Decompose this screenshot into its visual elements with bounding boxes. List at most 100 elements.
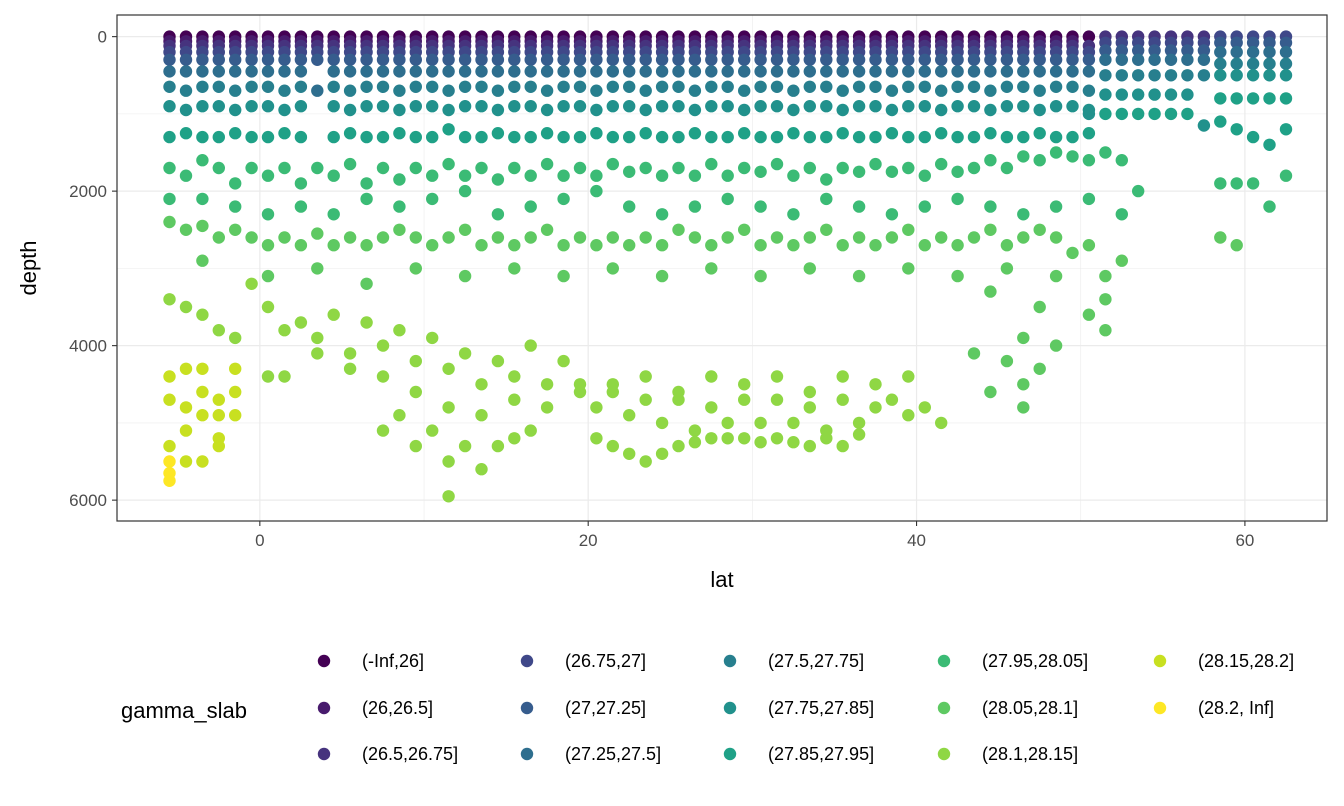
data-point [573, 161, 587, 175]
data-point [196, 80, 209, 94]
data-point [163, 293, 176, 306]
data-point [311, 227, 324, 240]
data-point [557, 239, 570, 252]
legend: gamma_slab (-Inf,26] (26,26.5] (26.5,26.75… [121, 651, 1294, 764]
data-point [1082, 308, 1096, 321]
data-point [311, 262, 324, 275]
data-point [212, 161, 225, 175]
data-point [820, 80, 833, 94]
data-point [951, 192, 964, 206]
data-point [540, 223, 554, 236]
data-point [1164, 44, 1178, 57]
data-point [294, 80, 308, 94]
data-point [442, 53, 455, 66]
data-point [1066, 100, 1079, 113]
data-point [409, 161, 422, 175]
data-point [836, 65, 849, 78]
data-point [393, 127, 406, 140]
data-point [770, 80, 784, 94]
data-point [491, 208, 505, 221]
data-point [639, 84, 652, 97]
data-point [1263, 69, 1276, 82]
data-point [1214, 92, 1227, 105]
data-point [1066, 150, 1079, 163]
data-point [491, 53, 505, 66]
x-axis-title: lat [710, 567, 733, 592]
data-point [655, 208, 669, 221]
data-point [688, 424, 702, 437]
data-point [475, 80, 488, 94]
data-point [787, 65, 800, 78]
data-point [869, 130, 882, 144]
data-point [738, 223, 751, 236]
data-point [475, 161, 488, 175]
data-point [540, 378, 554, 391]
data-point [163, 65, 176, 78]
data-point [245, 100, 258, 113]
legend-key [520, 747, 534, 761]
data-point [803, 53, 816, 66]
data-point [1148, 44, 1161, 57]
data-point [409, 53, 422, 66]
data-point [426, 169, 439, 182]
data-point [655, 80, 669, 94]
data-point [967, 130, 981, 144]
data-point [1017, 150, 1030, 163]
data-point [721, 231, 734, 244]
data-point [212, 324, 225, 337]
legend-key [520, 654, 534, 668]
data-point [1181, 44, 1194, 57]
data-point [902, 161, 915, 175]
data-point [458, 100, 472, 113]
data-point [475, 100, 488, 113]
data-point [852, 100, 866, 113]
data-point [836, 239, 849, 252]
data-point [163, 439, 176, 453]
data-point [1049, 80, 1063, 94]
legend-key [723, 747, 737, 761]
data-point [1197, 119, 1211, 132]
data-point [245, 80, 258, 94]
data-point [1115, 53, 1129, 66]
data-point [1246, 57, 1260, 70]
data-point [984, 200, 997, 213]
data-point [212, 80, 225, 94]
data-point [212, 231, 225, 244]
data-point [360, 130, 373, 144]
data-point [770, 231, 784, 244]
data-point [688, 103, 702, 117]
data-point [475, 378, 488, 391]
x-tick-label: 40 [907, 531, 926, 550]
data-point [984, 154, 997, 167]
data-point [524, 169, 537, 182]
data-point [458, 130, 472, 144]
data-point [1000, 53, 1014, 66]
data-point [491, 231, 505, 244]
data-point [1148, 88, 1161, 101]
data-point [294, 130, 308, 144]
data-point [606, 262, 619, 275]
data-point [1132, 44, 1145, 57]
data-point [951, 269, 964, 283]
data-point [1033, 53, 1046, 66]
data-point [196, 219, 209, 233]
data-point [623, 200, 636, 213]
data-point [557, 192, 570, 206]
data-point [524, 80, 537, 94]
data-point [557, 53, 570, 66]
data-point [770, 53, 784, 66]
data-point [179, 65, 193, 78]
data-point [836, 127, 849, 140]
data-point [376, 370, 390, 383]
data-points [163, 30, 1293, 503]
data-point [1164, 88, 1178, 101]
data-point [573, 378, 587, 391]
data-point [1000, 130, 1014, 144]
data-point [1132, 184, 1145, 198]
data-point [376, 231, 390, 244]
data-point [754, 200, 767, 213]
legend-label: (28.05,28.1] [982, 698, 1078, 718]
data-point [1000, 65, 1014, 78]
data-point [1099, 107, 1112, 121]
data-point [540, 65, 554, 78]
